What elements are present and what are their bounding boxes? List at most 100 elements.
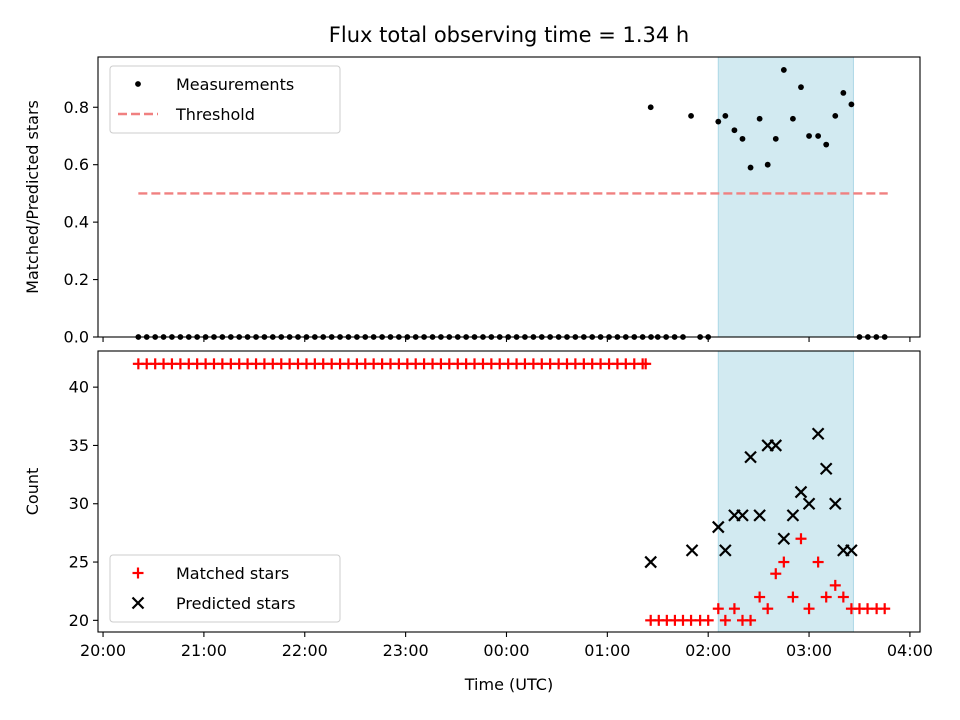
measurement-point xyxy=(606,334,612,340)
measurement-point xyxy=(764,161,771,168)
x-tick-label: 20:00 xyxy=(80,641,126,660)
measurement-point xyxy=(547,334,554,340)
measurement-point xyxy=(454,334,461,340)
measurement-point xyxy=(806,133,812,139)
measurement-point xyxy=(522,334,528,340)
x-tick-label: 02:00 xyxy=(685,641,731,660)
matched-star-marker xyxy=(812,556,824,568)
y-tick-label: 0.2 xyxy=(64,270,89,289)
measurement-point xyxy=(530,334,537,340)
measurement-point xyxy=(295,334,301,340)
measurement-point xyxy=(688,112,694,119)
axes-frame xyxy=(97,350,921,633)
legend-frame xyxy=(109,65,341,134)
predicted-star-marker xyxy=(712,520,725,534)
matched-star-marker xyxy=(803,603,815,615)
measurement-point xyxy=(798,84,804,91)
measurement-point xyxy=(739,135,746,142)
y-tick-label: 25 xyxy=(69,553,89,572)
measurement-point xyxy=(303,334,310,340)
measurement-point xyxy=(185,334,192,340)
measurement-point xyxy=(480,334,486,340)
measurement-point xyxy=(395,334,402,340)
measurement-point xyxy=(370,334,377,340)
legend: Measurements Threshold xyxy=(109,65,341,134)
measurement-point xyxy=(227,334,234,340)
predicted-star-marker xyxy=(802,497,816,511)
measurement-point xyxy=(864,334,871,340)
cross-b xyxy=(719,544,732,557)
matched-star-marker xyxy=(754,591,766,603)
measurement-point xyxy=(555,334,562,340)
measurement-point xyxy=(387,334,394,340)
x-tick-label: 23:00 xyxy=(383,641,429,660)
measurement-point xyxy=(823,141,830,148)
predicted-star-marker xyxy=(845,544,858,557)
cross-b xyxy=(644,555,657,569)
matched-star-marker xyxy=(712,603,724,615)
measurement-point xyxy=(488,334,495,340)
measurement-point xyxy=(722,112,729,119)
measurement-point xyxy=(731,127,738,134)
measurement-point xyxy=(328,334,335,340)
predicted-star-marker xyxy=(753,509,766,522)
cross-b xyxy=(685,544,699,557)
predicted-star-marker xyxy=(719,544,732,557)
matched-star-marker xyxy=(770,568,782,580)
cross-b xyxy=(786,509,800,522)
predicted-star-marker xyxy=(786,509,800,522)
measurement-point xyxy=(244,334,251,340)
legend-entry: Predicted stars xyxy=(176,594,296,613)
measurement-point xyxy=(496,334,503,340)
matched-star-marker xyxy=(787,591,799,603)
x-axis-label: Time (UTC) xyxy=(464,675,553,694)
y-axis-label: Matched/Predicted stars xyxy=(23,100,42,294)
measurement-point xyxy=(421,334,427,340)
cross-b xyxy=(819,462,833,476)
top-panel: 0.0 0.2 0.4 0.6 0.8 Matched/Predicted stars Me… xyxy=(23,56,921,347)
y-tick-label: 30 xyxy=(69,494,89,513)
cross-b xyxy=(712,520,725,534)
predicted-star-marker xyxy=(819,462,833,476)
measurement-point xyxy=(429,334,436,340)
y-axis-label: Count xyxy=(23,468,42,516)
measurement-point xyxy=(856,334,863,340)
measurement-point xyxy=(840,89,847,96)
measurement-point xyxy=(362,334,369,340)
cross-b xyxy=(829,497,842,511)
measurement-point xyxy=(715,118,722,125)
measurement-point xyxy=(848,101,855,108)
measurement-point xyxy=(211,334,217,340)
measurement-point xyxy=(747,164,754,171)
y-tick-label: 0.8 xyxy=(64,98,89,117)
x-tick-label: 04:00 xyxy=(887,641,933,660)
measurement-point xyxy=(354,334,360,340)
measurement-point xyxy=(135,334,142,340)
matched-star-marker xyxy=(745,614,757,626)
measurement-point xyxy=(219,334,226,340)
measurement-point xyxy=(160,334,167,340)
y-tick-label: 0.4 xyxy=(64,213,89,232)
chart-title: Flux total observing time = 1.34 h xyxy=(329,23,689,47)
measurement-point xyxy=(647,104,654,111)
matched-star-marker xyxy=(820,591,832,603)
x-tick-label: 00:00 xyxy=(483,641,529,660)
measurement-point xyxy=(648,334,654,340)
measurement-point xyxy=(654,334,661,340)
measurement-point xyxy=(505,334,512,340)
matched-star-marker xyxy=(778,556,790,568)
y-tick-label: 0.0 xyxy=(64,328,89,347)
measurement-point xyxy=(143,334,150,340)
cross-b xyxy=(736,509,749,522)
measurement-point xyxy=(580,334,587,340)
measurement-point xyxy=(680,334,686,340)
measurement-point xyxy=(345,334,352,340)
measurement-point xyxy=(236,334,243,340)
cross-b xyxy=(769,439,783,452)
matched-star-marker xyxy=(702,614,714,626)
legend: Matched stars Predicted stars xyxy=(109,554,341,623)
measurement-point xyxy=(177,334,184,340)
measurement-point xyxy=(337,334,343,340)
matched-star-marker xyxy=(837,591,849,603)
